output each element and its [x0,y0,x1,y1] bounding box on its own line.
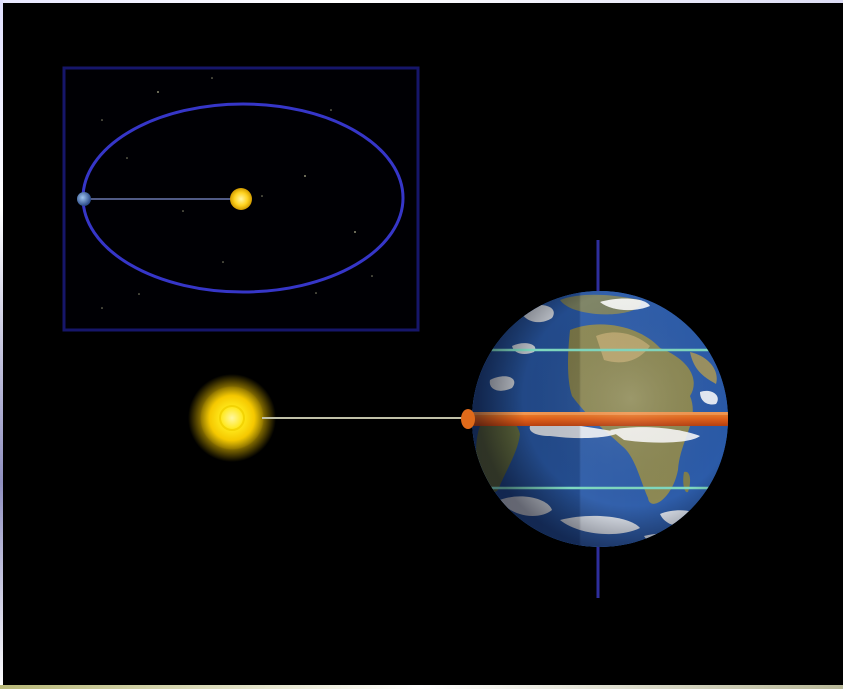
subsolar-point-marker [461,409,475,429]
inset-earth [77,192,91,206]
frame-edge-left [0,0,3,689]
orbit-inset [62,66,420,332]
frame-edge-top [0,0,843,3]
earth-globe [461,291,728,547]
inset-stars [101,77,373,309]
frame-edge-bottom [0,685,843,689]
inset-sun [230,188,252,210]
main-sun [188,374,276,462]
